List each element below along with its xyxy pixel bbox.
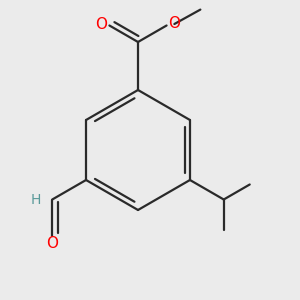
Text: H: H [31,193,41,206]
Text: O: O [46,236,58,251]
Text: O: O [168,16,180,32]
Text: O: O [96,17,108,32]
